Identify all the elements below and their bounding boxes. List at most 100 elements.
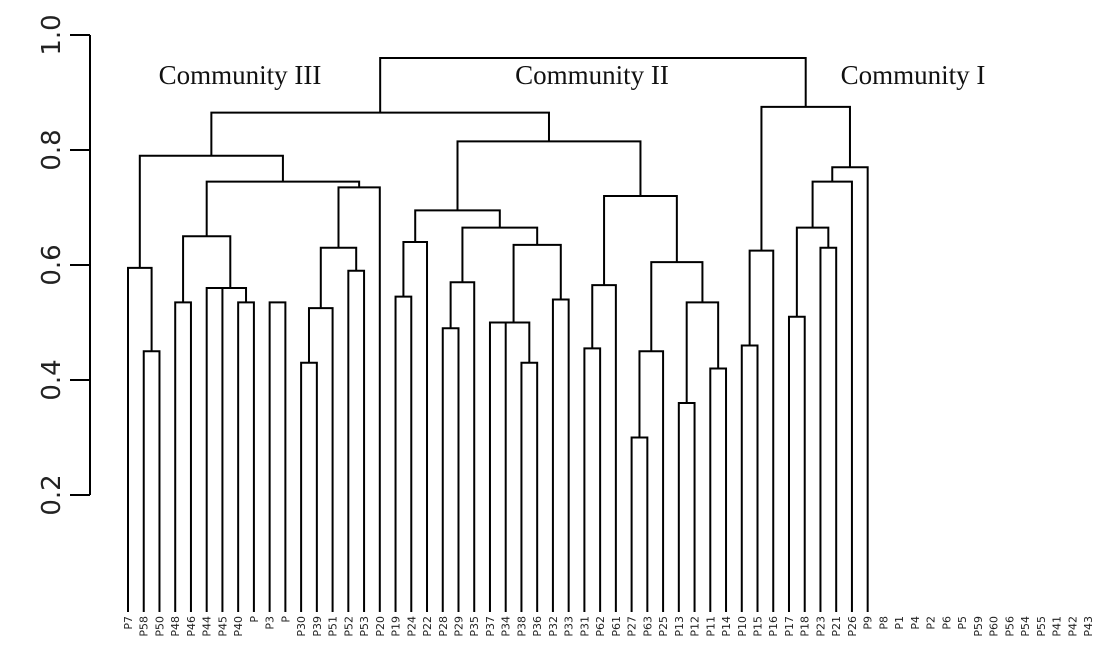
leaf-label: P46 bbox=[185, 616, 198, 637]
leaf-label: P44 bbox=[201, 616, 214, 637]
dendrogram-link bbox=[497, 321, 531, 363]
dendrogram-link bbox=[638, 350, 665, 612]
leaf-label: P26 bbox=[846, 616, 859, 637]
dendrogram-link bbox=[210, 111, 550, 156]
dendrogram-link bbox=[142, 350, 161, 612]
dendrogram-link bbox=[268, 301, 287, 612]
leaf-label: P61 bbox=[610, 616, 623, 637]
leaf-label: P7 bbox=[122, 616, 135, 630]
leaf-label: P41 bbox=[1051, 616, 1064, 637]
leaf-label: P50 bbox=[153, 616, 166, 637]
dendrogram-link bbox=[748, 249, 775, 612]
dendrogram-link bbox=[795, 226, 830, 317]
dendrogram-link bbox=[630, 436, 649, 612]
dendrogram-link bbox=[811, 180, 853, 612]
dendrogram-link bbox=[174, 301, 192, 612]
leaf-label: P25 bbox=[657, 616, 670, 637]
community-annotations: Community III Community II Community I bbox=[159, 60, 986, 90]
leaf-label: P bbox=[279, 616, 292, 623]
leaf-label: P32 bbox=[547, 616, 560, 637]
leaf-label: P bbox=[248, 616, 261, 623]
leaf-label: P23 bbox=[814, 616, 827, 637]
leaf-label: P40 bbox=[232, 616, 245, 637]
leaf-label: P24 bbox=[405, 616, 418, 637]
leaf-label: P31 bbox=[578, 616, 591, 637]
leaf-label: P56 bbox=[1003, 616, 1016, 637]
dendrogram-link bbox=[488, 321, 507, 612]
dendrogram-link bbox=[449, 281, 476, 612]
community-label: Community I bbox=[841, 60, 986, 90]
leaf-label: P34 bbox=[500, 616, 513, 637]
leaf-label: P39 bbox=[311, 616, 324, 637]
leaf-label: P13 bbox=[673, 616, 686, 637]
leaf-label: P28 bbox=[437, 616, 450, 637]
y-tick-label: 1.0 bbox=[37, 14, 67, 55]
leaf-label: P54 bbox=[1019, 616, 1032, 637]
leaf-label: P60 bbox=[988, 616, 1001, 637]
leaf-label: P63 bbox=[641, 616, 654, 637]
dendrogram-link bbox=[337, 186, 381, 612]
leaf-label: P48 bbox=[169, 616, 182, 637]
dendrogram-link bbox=[583, 347, 602, 612]
dendrogram-link bbox=[520, 361, 539, 612]
leaf-label: P3 bbox=[264, 616, 277, 630]
leaf-labels: P7 P58 P50 P48 P46 P44 P45 P40 P P3 P P30 P39 P51 P52 P… bbox=[122, 616, 1095, 637]
leaf-label: P5 bbox=[956, 616, 969, 630]
leaf-label: P35 bbox=[468, 616, 481, 637]
dendrogram-link bbox=[307, 307, 334, 612]
leaf-label: P38 bbox=[515, 616, 528, 637]
leaf-label: P6 bbox=[940, 616, 953, 630]
leaf-label: P21 bbox=[830, 616, 843, 637]
dendrogram-link bbox=[677, 402, 696, 612]
leaf-label: P18 bbox=[799, 616, 812, 637]
leaf-label: P16 bbox=[767, 616, 780, 637]
leaf-label: P22 bbox=[421, 616, 434, 637]
leaf-label: P52 bbox=[342, 616, 355, 637]
leaf-label: P43 bbox=[1082, 616, 1095, 637]
leaf-label: P20 bbox=[374, 616, 387, 637]
y-tick-label: 0.4 bbox=[37, 359, 67, 400]
leaf-label: P1 bbox=[893, 616, 906, 630]
leaf-label: P30 bbox=[295, 616, 308, 637]
dendrogram-link bbox=[300, 361, 318, 612]
leaf-label: P62 bbox=[594, 616, 607, 637]
leaf-label: P36 bbox=[531, 616, 544, 637]
dendrogram-link bbox=[591, 284, 617, 612]
leaf-label: P2 bbox=[925, 616, 938, 630]
leaf-label: P8 bbox=[877, 616, 890, 630]
dendrogram-link bbox=[831, 166, 869, 612]
dendrogram-link bbox=[127, 266, 153, 612]
dendrogram-link bbox=[319, 246, 358, 309]
leaf-label: P19 bbox=[390, 616, 403, 637]
dendrogram-link bbox=[441, 327, 460, 612]
dendrogram-link bbox=[379, 57, 807, 113]
dendrogram-link bbox=[551, 298, 570, 612]
leaf-label: P51 bbox=[327, 616, 340, 637]
leaf-label: P11 bbox=[704, 616, 717, 637]
dendrogram-link bbox=[461, 226, 539, 283]
leaf-label: P17 bbox=[783, 616, 796, 637]
leaf-label: P29 bbox=[452, 616, 465, 637]
dendrogram-link bbox=[394, 295, 413, 612]
dendrogram-links bbox=[127, 57, 869, 612]
dendrogram-link bbox=[740, 344, 759, 612]
leaf-label: P27 bbox=[626, 616, 639, 637]
community-label: Community II bbox=[515, 60, 669, 90]
dendrogram-link bbox=[709, 367, 728, 612]
dendrogram-link bbox=[685, 301, 720, 403]
leaf-label: P55 bbox=[1035, 616, 1048, 637]
dendrogram-link bbox=[760, 105, 851, 251]
dendrogram-link bbox=[214, 287, 248, 303]
leaf-label: P33 bbox=[563, 616, 576, 637]
dendrogram-link bbox=[205, 287, 224, 612]
leaf-label: P9 bbox=[862, 616, 875, 630]
leaf-label: P37 bbox=[484, 616, 497, 637]
y-tick-label: 0.8 bbox=[37, 129, 67, 170]
leaf-label: P15 bbox=[752, 616, 765, 637]
dendrogram-link bbox=[456, 140, 642, 211]
leaf-label: P58 bbox=[138, 616, 151, 637]
dendrogram-link bbox=[347, 269, 366, 612]
dendrogram-link bbox=[650, 261, 704, 352]
leaf-label: P53 bbox=[358, 616, 371, 637]
